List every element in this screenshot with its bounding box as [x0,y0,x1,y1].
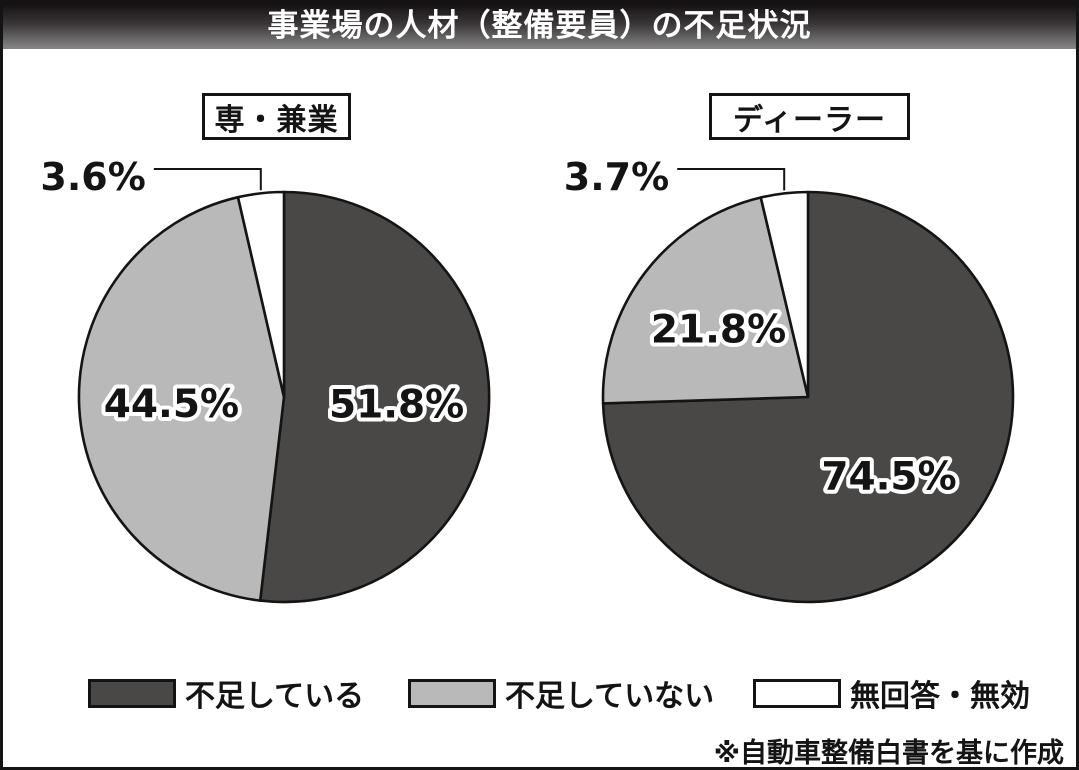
slice-percent-label: 51.8% [329,383,464,428]
page-title: 事業場の人材（整備要員）の不足状況 [267,8,812,44]
pie-slice-無回答・無効 [759,190,810,399]
legend-swatch-dark [88,678,176,708]
callout-leader-line [153,168,262,191]
callout-leader-line [677,168,786,191]
pie-slice-無回答・無効 [236,190,286,399]
legend-swatch-gray [408,678,496,708]
title-bar: 事業場の人材（整備要員）の不足状況 [3,3,1076,49]
pie-slice-不足していない [601,196,810,405]
slice-percent-label: 44.5% [104,382,239,427]
pie-charts-canvas: 51.8% 44.5% 3.6% 74.5% 21.8% 3.7% [40,155,1015,604]
chart-title-label: ディーラー [733,102,886,138]
legend-item-no-shortage: 不足していない [408,671,714,715]
legend-label: 無回答・無効 [850,679,1030,714]
legend-item-shortage: 不足している [88,671,364,715]
chart-title-dealer: ディーラー [709,93,910,140]
slice-percent-label: 21.8% [651,308,786,353]
legend-label: 不足している [185,679,365,714]
source-note: ※自動車整備白書を基に作成 [713,738,1064,769]
callout-percent-label: 3.6% [40,155,145,199]
legend-label: 不足していない [505,679,715,714]
chart-title-label: 専・兼業 [214,102,339,138]
slice-percent-label: 74.5% [821,455,956,500]
pie-slice-不足している [258,190,491,604]
pie-slice-不足していない [77,195,286,602]
callout-percent-label: 3.7% [564,155,669,199]
legend-item-no-answer: 無回答・無効 [753,671,1030,715]
legend-swatch-white [753,678,841,708]
chart-title-pro-sideline: 専・兼業 [202,93,351,140]
